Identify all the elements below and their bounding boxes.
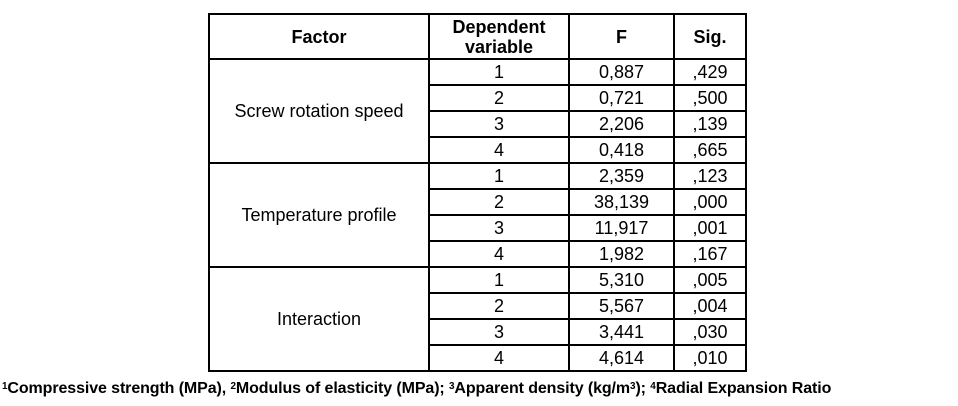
factor-temperature-profile: Temperature profile — [208, 162, 430, 268]
footnote-text-modulus-of-elasticity: Modulus of elasticity (MPa); — [235, 380, 449, 397]
footnote-marker-4: 4 — [650, 380, 656, 392]
anova-results-table: Factor Dependent variable F Sig. Screw r… — [208, 13, 747, 372]
header-dependent-variable: Dependent variable — [428, 13, 570, 60]
header-factor: Factor — [208, 13, 430, 60]
factor-screw-rotation-speed: Screw rotation speed — [208, 58, 430, 164]
f-cell: 0,721 — [568, 84, 675, 112]
sig-cell: ,139 — [673, 110, 747, 138]
sig-cell: ,000 — [673, 188, 747, 216]
table-row: 2 5,567 ,004 — [209, 292, 747, 320]
anova-results-table-container: Factor Dependent variable F Sig. Screw r… — [208, 13, 747, 372]
f-cell: 2,359 — [568, 162, 675, 190]
f-cell: 1,982 — [568, 240, 675, 268]
dep-cell: 1 — [428, 58, 570, 86]
f-cell: 4,614 — [568, 344, 675, 372]
dep-cell: 3 — [428, 214, 570, 242]
f-cell: 2,206 — [568, 110, 675, 138]
table-row: 4 4,614 ,010 — [209, 344, 747, 372]
dep-cell: 4 — [428, 136, 570, 164]
header-sig: Sig. — [673, 13, 747, 60]
f-cell: 0,418 — [568, 136, 675, 164]
f-cell: 11,917 — [568, 214, 675, 242]
footnote-exponent-m3: 3 — [630, 380, 636, 392]
sig-cell: ,500 — [673, 84, 747, 112]
footnote-marker-2: 2 — [230, 380, 236, 392]
table-row: 4 0,418 ,665 — [209, 136, 747, 164]
dep-cell: 4 — [428, 344, 570, 372]
f-cell: 5,567 — [568, 292, 675, 320]
sig-cell: ,167 — [673, 240, 747, 268]
table-row: Screw rotation speed 1 0,887 ,429 — [208, 58, 747, 164]
sig-cell: ,001 — [673, 214, 747, 242]
f-cell: 38,139 — [568, 188, 675, 216]
dep-cell: 2 — [428, 292, 570, 320]
footnote-text-radial-expansion-ratio: Radial Expansion Ratio — [655, 380, 832, 397]
dep-cell: 3 — [428, 318, 570, 346]
table-row: Temperature profile 1 2,359 ,123 — [208, 162, 747, 268]
sig-cell: ,004 — [673, 292, 747, 320]
f-cell: 0,887 — [568, 58, 675, 86]
factor-interaction: Interaction — [208, 266, 430, 372]
f-cell: 3,441 — [568, 318, 675, 346]
table-row: 3 2,206 ,139 — [209, 110, 747, 138]
footnote-marker-3: 3 — [449, 380, 455, 392]
footnote-text-density-close: ); — [635, 380, 651, 397]
footnote-marker-1: 1 — [2, 380, 8, 392]
f-cell: 5,310 — [568, 266, 675, 294]
sig-cell: ,010 — [673, 344, 747, 372]
header-f: F — [568, 13, 675, 60]
dep-cell: 1 — [428, 162, 570, 190]
footnote-text-compressive-strength: Compressive strength (MPa), — [7, 380, 231, 397]
sig-cell: ,030 — [673, 318, 747, 346]
dep-cell: 4 — [428, 240, 570, 268]
table-row: 2 0,721 ,500 — [209, 84, 747, 112]
table-row: Interaction 1 5,310 ,005 — [208, 266, 747, 372]
dep-cell: 2 — [428, 84, 570, 112]
dep-cell: 2 — [428, 188, 570, 216]
table-row: 3 3,441 ,030 — [209, 318, 747, 346]
sig-cell: ,429 — [673, 58, 747, 86]
table-row: 2 38,139 ,000 — [209, 188, 747, 216]
sig-cell: ,005 — [673, 266, 747, 294]
footnote-text-apparent-density: Apparent density (kg/m — [454, 380, 631, 397]
header-row: Factor Dependent variable F Sig. — [208, 13, 747, 60]
dep-cell: 1 — [428, 266, 570, 294]
sig-cell: ,665 — [673, 136, 747, 164]
sig-cell: ,123 — [673, 162, 747, 190]
dep-cell: 3 — [428, 110, 570, 138]
table-row: 3 11,917 ,001 — [209, 214, 747, 242]
footnote: 1Compressive strength (MPa), 2Modulus of… — [2, 376, 958, 402]
table-row: 4 1,982 ,167 — [209, 240, 747, 268]
